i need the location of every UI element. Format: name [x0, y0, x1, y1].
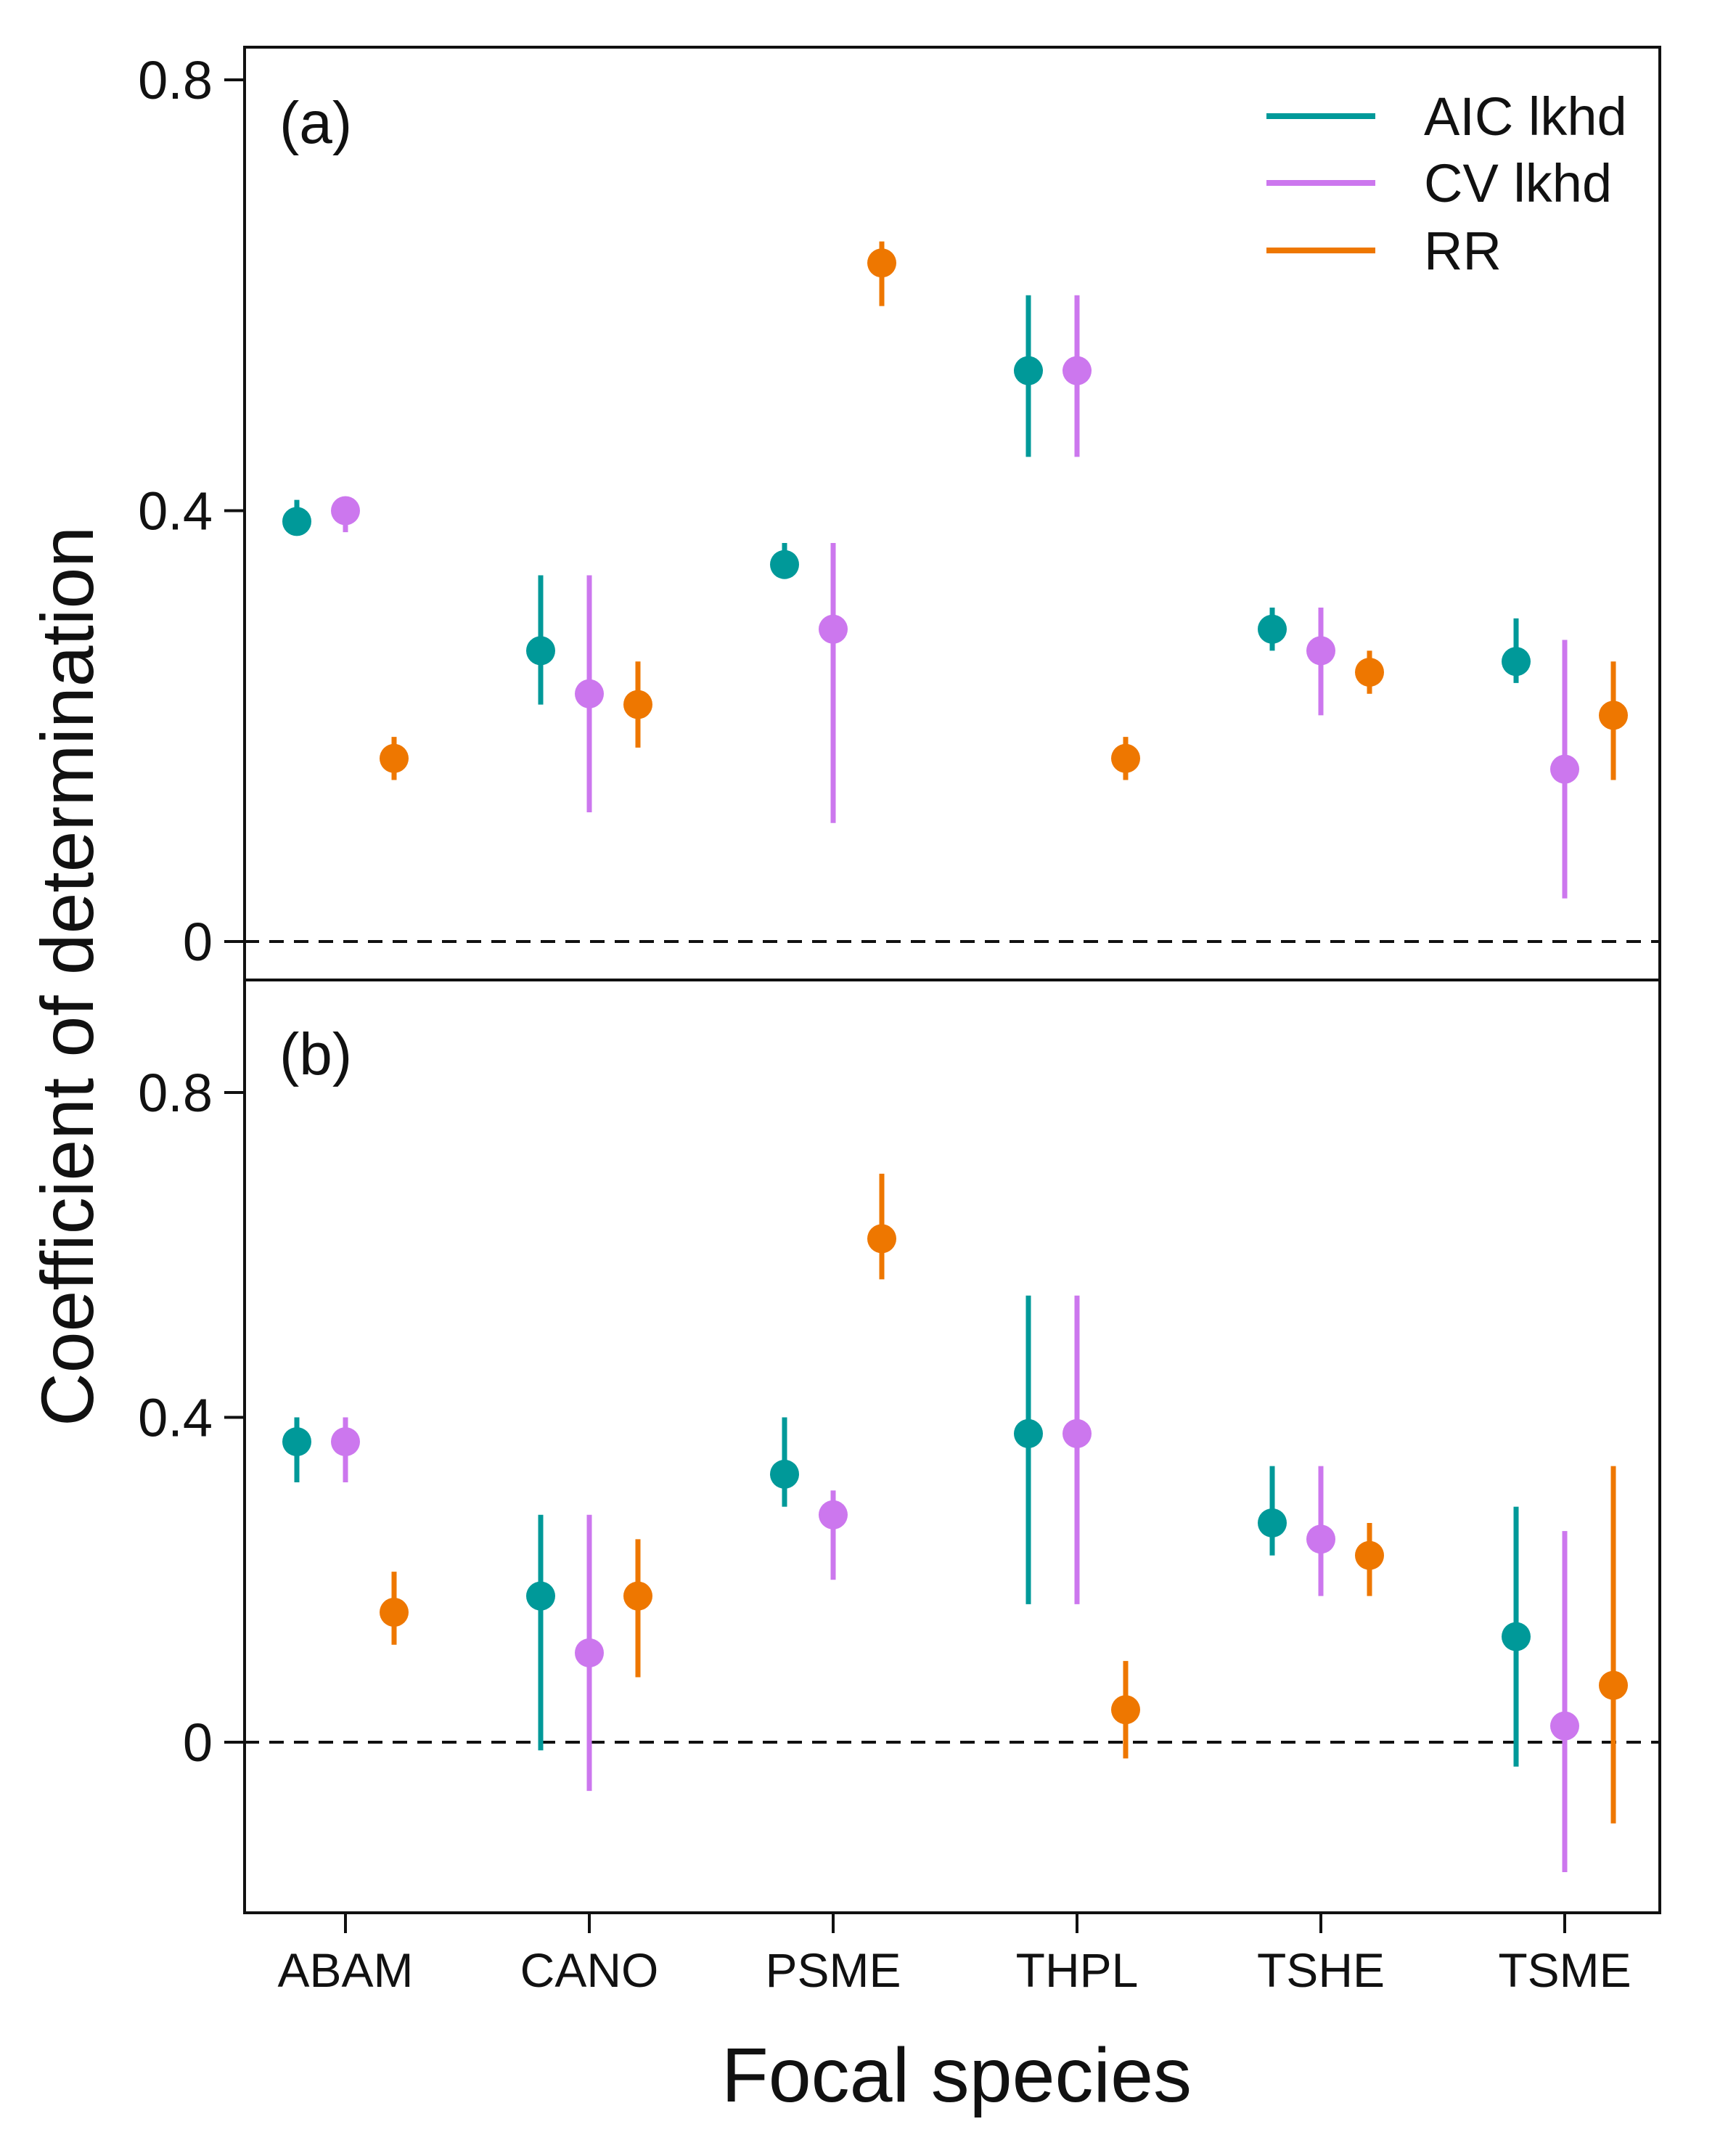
x-axis-title: Focal species [721, 2033, 1192, 2118]
panel-a-point-aic [526, 636, 555, 666]
panel-b-point-rr [1599, 1670, 1628, 1700]
y-axis-title: Coefficient of determination [26, 526, 109, 1426]
panel-b-point-rr [867, 1224, 896, 1254]
panel-b-point-aic [1502, 1622, 1531, 1651]
panel-b-point-aic [1258, 1508, 1287, 1537]
x-tick-label-tsme: TSME [1498, 1943, 1631, 1997]
panel-b: (b) 0 0.4 0.8 [138, 979, 1661, 1914]
panel-a-point-aic [1258, 614, 1287, 644]
panel-b-point-rr [623, 1581, 652, 1611]
x-tick-label-tshe: TSHE [1257, 1943, 1385, 1997]
panel-a-point-rr [623, 690, 652, 719]
panel-a-point-aic [770, 550, 799, 579]
legend-label-aic: AIC lkhd [1424, 86, 1627, 147]
legend: AIC lkhd CV lkhd RR [1266, 86, 1627, 281]
panel-b-point-cv [1063, 1418, 1092, 1448]
panel-a-point-rr [1111, 743, 1140, 773]
x-axis: ABAM CANO PSME THPL TSHE TSME [277, 1913, 1631, 1997]
panel-a-point-cv [1550, 754, 1579, 784]
panel-a-point-cv [575, 679, 604, 708]
legend-label-rr: RR [1424, 221, 1502, 281]
panel-b-point-cv [1550, 1711, 1579, 1741]
legend-label-cv: CV lkhd [1424, 153, 1612, 213]
panel-b-point-cv [819, 1500, 848, 1530]
panel-b-point-aic [282, 1427, 311, 1457]
panel-b-frame [243, 979, 1661, 1914]
panel-a-point-rr [1599, 701, 1628, 730]
panel-a-point-aic [282, 507, 311, 536]
panel-b-marks: 0 0.4 0.8 [138, 1063, 1628, 1872]
panel-a-marks: 0 0.4 0.8 [138, 50, 1628, 972]
panel-b-point-cv [575, 1638, 604, 1667]
panel-a-point-cv [819, 614, 848, 644]
panel-a-y-tick-label: 0 [183, 912, 213, 972]
panel-a-point-rr [380, 743, 409, 773]
panel-b-label: (b) [279, 1021, 352, 1087]
panel-b-y-tick-label: 0.8 [138, 1063, 213, 1123]
panel-b-point-cv [331, 1427, 360, 1457]
panel-a-point-cv [1306, 636, 1335, 666]
panel-a-y-tick-label: 0.8 [138, 50, 213, 110]
panel-b-point-cv [1306, 1524, 1335, 1554]
panel-b-y-tick-label: 0.4 [138, 1388, 213, 1448]
panel-b-y-tick-label: 0 [183, 1712, 213, 1773]
x-tick-label-cano: CANO [520, 1943, 659, 1997]
panel-a-point-rr [867, 248, 896, 278]
x-tick-label-thpl: THPL [1016, 1943, 1139, 1997]
panel-b-point-aic [526, 1581, 555, 1611]
panel-a-point-rr [1355, 658, 1384, 687]
panel-a-y-tick-label: 0.4 [138, 481, 213, 542]
panel-a-point-cv [331, 496, 360, 526]
panel-b-point-aic [770, 1459, 799, 1489]
panel-a-label: (a) [279, 90, 352, 156]
panel-b-point-rr [380, 1598, 409, 1627]
panel-b-point-rr [1355, 1540, 1384, 1570]
panel-a-point-aic [1014, 356, 1043, 385]
panel-a-point-cv [1063, 356, 1092, 385]
panel-a-point-aic [1502, 647, 1531, 677]
x-tick-label-abam: ABAM [277, 1943, 413, 1997]
panel-b-point-rr [1111, 1695, 1140, 1725]
panel-a: (a) 0 0.4 0.8 [138, 46, 1661, 981]
x-tick-label-psme: PSME [765, 1943, 901, 1997]
panel-b-point-aic [1014, 1418, 1043, 1448]
